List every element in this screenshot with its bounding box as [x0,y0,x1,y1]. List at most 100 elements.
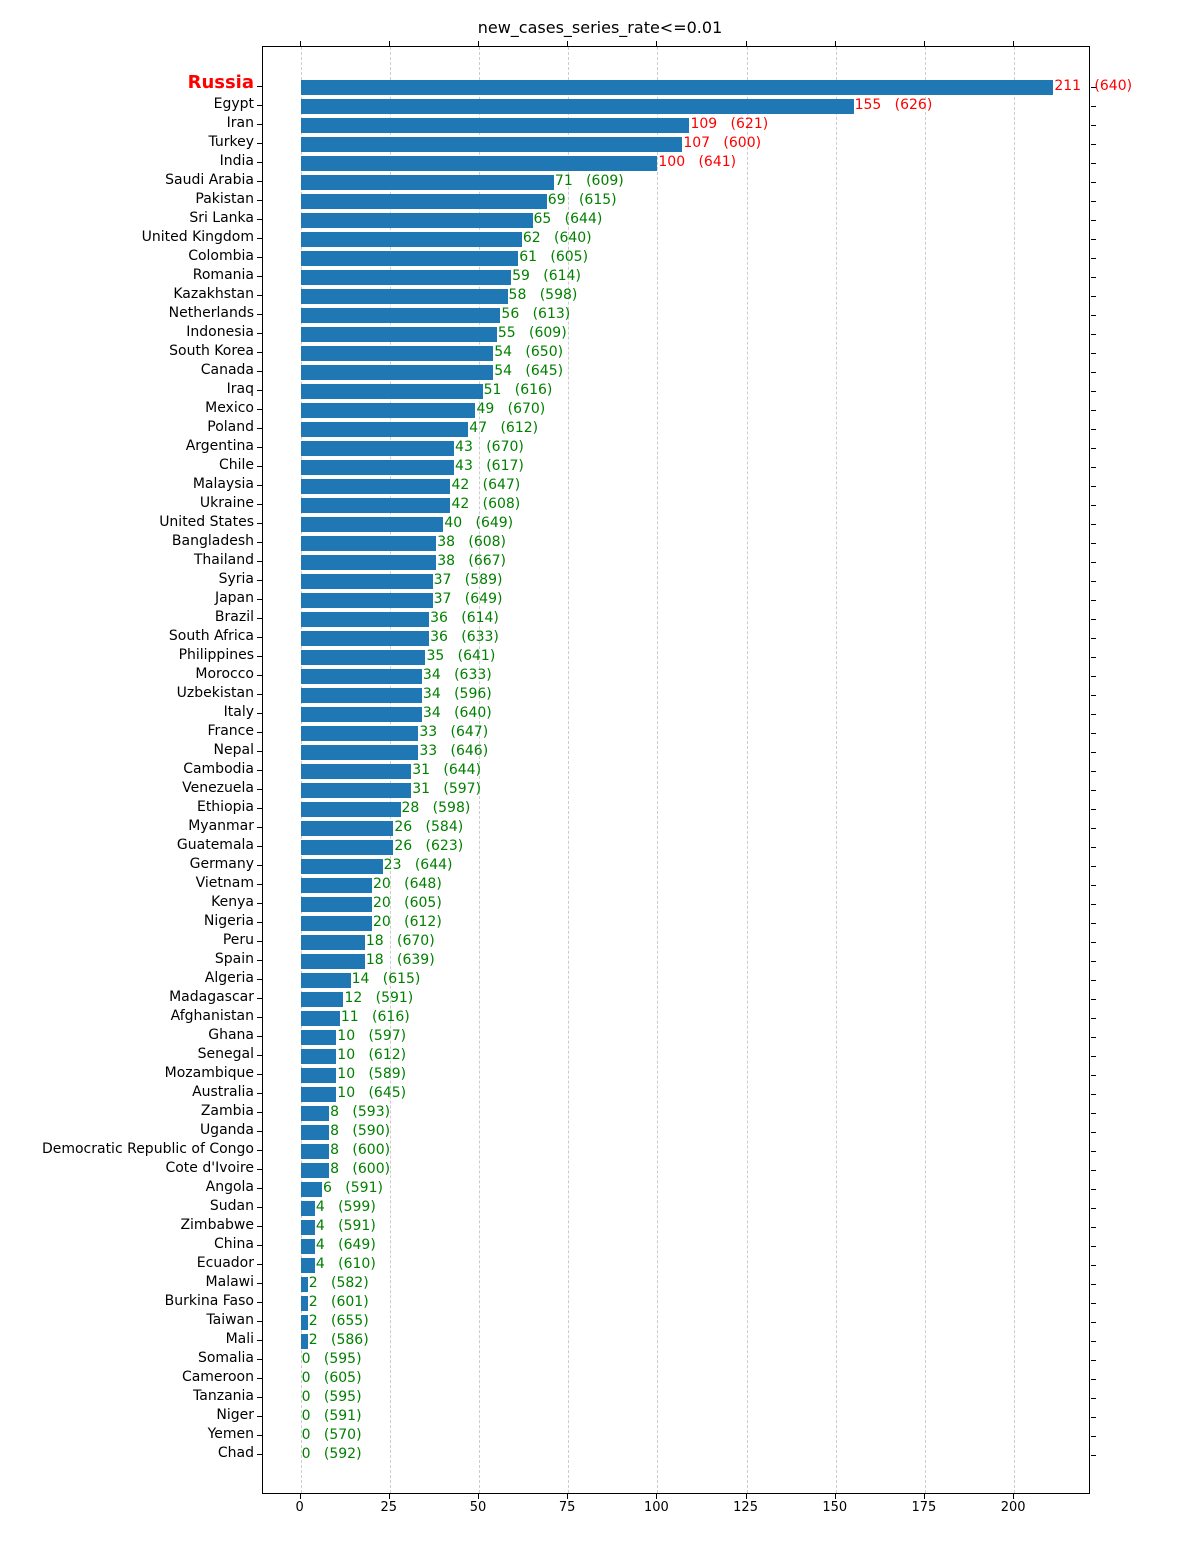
ytick-mark [257,1359,262,1360]
bar-value-label: 8 (600) [330,1144,390,1157]
bar-value-label: 10 (645) [337,1087,406,1100]
bar-value-label: 28 (598) [402,802,471,815]
ytick-mark [257,675,262,676]
bar [301,954,365,969]
ytick-mark [257,447,262,448]
ytick-label: Morocco [0,668,254,681]
bar-value-label: 2 (601) [309,1296,369,1309]
ytick-label: France [0,725,254,738]
bar-value-label: 18 (639) [366,954,435,967]
ytick-mark [257,124,262,125]
ytick-label: Cambodia [0,763,254,776]
ytick-mark [1091,752,1096,753]
ytick-mark [1091,1018,1096,1019]
ytick-mark [257,941,262,942]
ytick-label: Spain [0,953,254,966]
xtick-mark [924,41,925,46]
ytick-mark [1091,980,1096,981]
xtick-label: 175 [912,1500,937,1515]
ytick-label: Yemen [0,1428,254,1441]
bar [301,669,422,684]
ytick-mark [257,1074,262,1075]
ytick-label: Russia [0,76,254,89]
ytick-mark [257,561,262,562]
ytick-mark [1091,1322,1096,1323]
ytick-mark [257,770,262,771]
ytick-label: Romania [0,269,254,282]
bar [301,1182,322,1197]
ytick-mark [1091,220,1096,221]
bar-value-label: 42 (608) [451,498,520,511]
xtick-mark [389,1494,390,1499]
ytick-mark [257,105,262,106]
ytick-label: Turkey [0,136,254,149]
ytick-label: Chile [0,459,254,472]
ytick-mark [1091,657,1096,658]
bar-value-label: 14 (615) [352,973,421,986]
ytick-mark [257,903,262,904]
bar-value-label: 51 (616) [484,384,553,397]
bar [301,80,1054,95]
ytick-mark [1091,1303,1096,1304]
xtick-mark [1013,41,1014,46]
ytick-mark [257,200,262,201]
ytick-label: Uzbekistan [0,687,254,700]
ytick-mark [1091,1075,1096,1076]
bar-value-label: 8 (600) [330,1163,390,1176]
ytick-mark [257,979,262,980]
ytick-label: Egypt [0,98,254,111]
bar-value-label: 40 (649) [444,517,513,530]
bar-value-label: 38 (667) [437,555,506,568]
bar-value-label: 20 (648) [373,878,442,891]
bar [301,460,454,475]
ytick-mark [257,865,262,866]
bar [301,232,522,247]
ytick-mark [257,485,262,486]
bar-value-label: 0 (595) [302,1353,362,1366]
bar [301,175,554,190]
bar-value-label: 34 (640) [423,707,492,720]
ytick-label: Ghana [0,1029,254,1042]
ytick-label: Thailand [0,554,254,567]
xtick-mark [1013,1494,1014,1499]
xtick-label: 100 [644,1500,669,1515]
ytick-label: Taiwan [0,1314,254,1327]
ytick-mark [257,1378,262,1379]
ytick-label: Tanzania [0,1390,254,1403]
ytick-mark [257,1055,262,1056]
bar-value-label: 35 (641) [426,650,495,663]
bar-value-label: 109 (621) [690,118,768,131]
ytick-label: Vietnam [0,877,254,890]
ytick-mark [257,295,262,296]
ytick-mark [257,86,262,87]
ytick-mark [1091,1189,1096,1190]
bar-value-label: 54 (650) [494,346,563,359]
bar-value-label: 34 (633) [423,669,492,682]
xtick-label: 150 [822,1500,847,1515]
bar [301,308,501,323]
bar [301,1125,330,1140]
ytick-mark [257,1435,262,1436]
xtick-mark [567,1494,568,1499]
ytick-label: Madagascar [0,991,254,1004]
ytick-label: Nigeria [0,915,254,928]
ytick-mark [1091,885,1096,886]
ytick-label: Venezuela [0,782,254,795]
ytick-label: Iraq [0,383,254,396]
ytick-label: Iran [0,117,254,130]
bar [301,137,683,152]
bar-value-label: 0 (591) [302,1410,362,1423]
bar [301,99,854,114]
ytick-mark [257,1264,262,1265]
ytick-label: Kazakhstan [0,288,254,301]
ytick-mark [1091,87,1096,88]
bar [301,935,365,950]
bar-value-label: 4 (610) [316,1258,376,1271]
bar [301,1011,340,1026]
ytick-label: Argentina [0,440,254,453]
bar [301,631,429,646]
bar [301,251,519,266]
xtick-label: 200 [1001,1500,1026,1515]
bar-value-label: 8 (593) [330,1106,390,1119]
ytick-mark [257,922,262,923]
